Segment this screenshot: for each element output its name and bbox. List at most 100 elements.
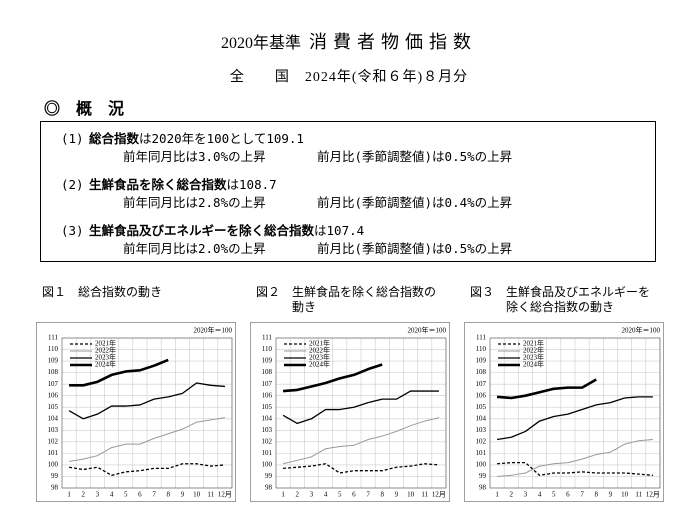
plot-frame	[489, 337, 661, 489]
figure-caption: 図１ 総合指数の動き	[42, 285, 227, 300]
series-line	[68, 382, 225, 420]
y-tick-label: 111	[48, 334, 58, 342]
y-tick-label: 104	[262, 414, 273, 422]
y-tick-label: 108	[476, 368, 487, 376]
item-name: 生鮮食品を除く総合指数	[89, 177, 227, 192]
y-tick-label: 104	[476, 414, 487, 422]
legend-label: 2022年	[95, 346, 116, 355]
y-tick-label: 101	[48, 449, 59, 457]
x-tick-label: 11	[635, 491, 642, 499]
x-tick-label: 3	[524, 491, 528, 499]
summary-box: (1) 総合指数は2020年を100として109.1 前年同月比は3.0%の上昇 前月…	[40, 121, 656, 262]
series-line	[282, 363, 383, 393]
x-tick-label: 4	[324, 491, 328, 499]
legend-label: 2024年	[523, 360, 544, 369]
summary-line: 前年同月比は2.8%の上昇 前月比(季節調整値)は0.4%の上昇	[61, 192, 512, 211]
item-number: (2)	[61, 177, 84, 192]
chart: 2020年＝1009899100101102103104105106107108…	[36, 322, 236, 502]
figure-caption: 図３ 生鮮食品及びエネルギーを除く総合指数の動き	[470, 285, 655, 315]
item-mom: 前月比(季節調整値)は0.5%の上昇	[317, 241, 513, 256]
y-tick-label: 106	[48, 391, 59, 399]
chart-frame	[250, 322, 450, 502]
x-tick-label: 8	[595, 491, 599, 499]
legend-label: 2022年	[523, 346, 544, 355]
summary-line: (3) 生鮮食品及びエネルギーを除く総合指数は107.4	[61, 220, 364, 239]
item-yoy: 前年同月比は3.0%の上昇	[123, 149, 266, 164]
unit-label: 2020年＝100	[408, 326, 447, 335]
y-tick-label: 102	[48, 437, 59, 445]
legend-label: 2021年	[309, 339, 330, 348]
x-tick-label: 2	[510, 491, 514, 499]
series-line	[496, 396, 653, 441]
y-tick-label: 99	[265, 472, 273, 480]
subtitle: 全 国 2024年(令和６年)８月分	[229, 70, 469, 85]
x-tick-label: 6	[352, 491, 356, 499]
figure-number: 図２	[256, 285, 281, 299]
x-tick-label: 1	[495, 491, 499, 499]
series-line	[497, 439, 653, 477]
x-tick-label: 10	[621, 491, 629, 499]
unit-label: 2020年＝100	[194, 326, 233, 335]
item-name: 総合指数	[89, 131, 140, 146]
x-tick-label: 9	[395, 491, 399, 499]
title-row: 2020年基準 消費者物価指数	[0, 28, 698, 54]
series-line	[68, 417, 226, 462]
legend-label: 2023年	[309, 353, 330, 362]
y-tick-label: 110	[476, 345, 487, 353]
x-tick-label: 5	[338, 491, 342, 499]
y-tick-label: 105	[262, 403, 273, 411]
y-tick-label: 100	[476, 461, 487, 469]
x-tick-label: 3	[310, 491, 314, 499]
summary-line: 前年同月比は2.0%の上昇 前月比(季節調整値)は0.5%の上昇	[61, 238, 512, 257]
x-tick-label: 2	[82, 491, 86, 499]
y-tick-label: 110	[262, 345, 273, 353]
y-tick-label: 108	[262, 368, 273, 376]
x-tick-label: 5	[124, 491, 128, 499]
y-tick-label: 105	[476, 403, 487, 411]
chart-frame	[36, 322, 236, 502]
y-tick-label: 101	[262, 449, 273, 457]
summary-line: (2) 生鮮食品を除く総合指数は108.7	[61, 174, 277, 193]
x-tick-label: 2	[296, 491, 300, 499]
y-tick-label: 111	[262, 334, 272, 342]
x-tick-label: 12月	[646, 491, 660, 499]
figure-caption: 図２ 生鮮食品を除く総合指数の動き	[256, 285, 441, 315]
y-tick-label: 105	[48, 403, 59, 411]
y-tick-label: 99	[479, 472, 487, 480]
y-tick-label: 98	[51, 484, 59, 492]
item-number: (1)	[61, 131, 84, 146]
x-tick-label: 9	[181, 491, 185, 499]
figure-caption-text: 生鮮食品及びエネルギーを除く総合指数の動き	[506, 285, 651, 314]
summary-line: 前年同月比は3.0%の上昇 前月比(季節調整値)は0.5%の上昇	[61, 146, 512, 165]
x-tick-label: 8	[381, 491, 385, 499]
y-tick-label: 102	[262, 437, 273, 445]
legend-label: 2024年	[309, 360, 330, 369]
chart: 2020年＝1009899100101102103104105106107108…	[250, 322, 450, 502]
y-tick-label: 107	[48, 380, 59, 388]
figure-number: 図１	[42, 285, 67, 299]
x-tick-label: 11	[421, 491, 428, 499]
y-tick-label: 103	[48, 426, 59, 434]
series-line	[282, 390, 439, 425]
legend-label: 2021年	[523, 339, 544, 348]
series-line	[497, 461, 653, 476]
series-line	[282, 417, 440, 465]
x-tick-label: 12月	[218, 491, 232, 499]
unit-label: 2020年＝100	[622, 326, 661, 335]
x-tick-label: 4	[110, 491, 114, 499]
x-tick-label: 11	[207, 491, 214, 499]
series-line	[68, 463, 225, 476]
figure-number: 図３	[470, 285, 495, 299]
y-tick-label: 108	[48, 368, 59, 376]
figure-caption-text: 総合指数の動き	[78, 285, 163, 299]
y-tick-label: 106	[476, 391, 487, 399]
item-mom: 前月比(季節調整値)は0.5%の上昇	[317, 149, 513, 164]
item-number: (3)	[61, 223, 84, 238]
legend-label: 2022年	[309, 346, 330, 355]
figure-caption-text: 生鮮食品を除く総合指数の動き	[292, 285, 437, 314]
legend-label: 2023年	[523, 353, 544, 362]
y-tick-label: 98	[265, 484, 273, 492]
y-tick-label: 111	[476, 334, 486, 342]
y-tick-label: 101	[476, 449, 487, 457]
y-tick-label: 98	[479, 484, 487, 492]
